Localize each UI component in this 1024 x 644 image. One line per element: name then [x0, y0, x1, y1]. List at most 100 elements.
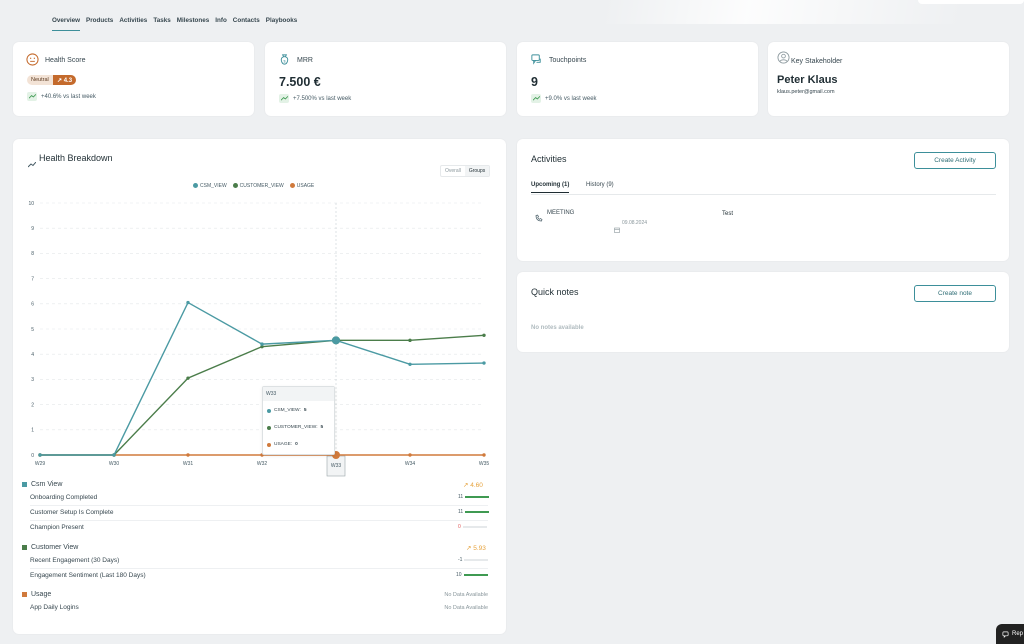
tooltip-label: CUSTOMER_VIEW:: [274, 425, 318, 430]
touchpoints-trend-text: +9.0% vs last week: [545, 95, 597, 102]
header-search-box[interactable]: [918, 0, 1024, 4]
y-tick-label: 4: [31, 352, 34, 358]
criterion-value: 0: [458, 524, 461, 530]
trend-up-icon: [531, 94, 541, 103]
stakeholder-name[interactable]: Peter Klaus: [777, 74, 838, 86]
tooltip-row: CUSTOMER_VIEW: 5: [267, 425, 323, 430]
phone-icon: [535, 209, 543, 227]
criterion-bar: 0: [458, 524, 487, 530]
criterion-label: Champion Present: [30, 524, 84, 531]
criterion-value: No Data Available: [444, 605, 488, 611]
tab-overview[interactable]: Overview: [52, 17, 81, 31]
x-tick-label: W29: [35, 461, 46, 467]
notes-empty-text: No notes available: [531, 325, 584, 331]
tooltip-row: CSM_VIEW: 5: [267, 408, 307, 413]
tab-milestones[interactable]: Milestones: [176, 17, 210, 24]
mrr-value: 7.500 €: [279, 75, 321, 89]
bar-track: [464, 559, 489, 561]
data-point: [38, 453, 42, 457]
divider: [30, 568, 488, 569]
smiley-icon: [26, 53, 39, 66]
toggle-overall[interactable]: Overall: [445, 168, 461, 174]
chart-tooltip: W33 CSM_VIEW: 5 CUSTOMER_VIEW: 5 USAGE: 0: [262, 386, 335, 455]
mrr-trend-row: +7.500% vs last week: [279, 94, 351, 103]
report-chip[interactable]: Rep: [996, 624, 1024, 644]
tab-activities[interactable]: Activities: [119, 17, 148, 24]
nav-tabs: Overview Products Activities Tasks Miles…: [52, 17, 303, 31]
group-score: ↗ 5.93: [466, 545, 486, 552]
quick-notes-card: [517, 272, 1009, 352]
data-point: [186, 300, 190, 305]
report-chip-label: Rep: [1012, 631, 1024, 637]
group-color: [22, 482, 27, 487]
health-status-badge: Neutral: [27, 75, 53, 85]
legend-label: USAGE: [296, 183, 315, 189]
data-point: [260, 342, 264, 346]
bar-track: [465, 511, 490, 513]
key-stakeholder-card: Key Stakeholder Peter Klaus klaus.peter@…: [768, 42, 1009, 116]
activity-date: 09.08.2024: [622, 220, 648, 226]
stakeholder-title: Key Stakeholder: [791, 58, 843, 65]
calendar-icon: [614, 220, 620, 238]
x-tick-label: W30: [109, 461, 120, 467]
group-name: Csm View: [31, 481, 63, 488]
legend-item-customer[interactable]: CUSTOMER_VIEW: [232, 183, 284, 189]
y-tick-label: 7: [31, 276, 34, 282]
group-header-usage[interactable]: Usage: [22, 591, 51, 598]
stakeholder-email[interactable]: klaus.peter@gmail.com: [777, 89, 835, 95]
toggle-groups[interactable]: Groups: [464, 166, 490, 176]
tab-tasks[interactable]: Tasks: [153, 17, 171, 24]
quick-notes-title: Quick notes: [531, 287, 579, 297]
y-tick-label: 9: [31, 226, 34, 232]
bar-fill: [465, 496, 490, 498]
health-score-title: Health Score: [45, 57, 86, 64]
tab-info[interactable]: Info: [215, 17, 227, 24]
y-tick-label: 3: [31, 377, 34, 383]
tab-contacts[interactable]: Contacts: [232, 17, 260, 24]
tooltip-week: W33: [263, 387, 334, 401]
view-toggle: Overall Groups: [440, 165, 491, 177]
group-score: No Data Available: [444, 592, 488, 598]
tooltip-dot: [267, 425, 271, 430]
bar-track: [462, 526, 487, 528]
data-point: [408, 453, 412, 457]
bar-track: [465, 496, 490, 498]
create-activity-button[interactable]: Create Activity: [914, 152, 996, 169]
health-trend-text: +40.6% vs last week: [41, 93, 96, 100]
criterion-bar: -1: [458, 557, 489, 563]
bar-fill: [463, 574, 488, 576]
x-tick-label: W35: [479, 461, 490, 467]
group-name: Usage: [31, 591, 52, 598]
group-header-csm[interactable]: Csm View: [22, 481, 62, 488]
tab-history[interactable]: History (9): [586, 182, 614, 188]
y-tick-label: 5: [31, 327, 34, 333]
trend-up-icon: [279, 94, 289, 103]
legend-dot: [289, 183, 295, 189]
x-tick-label: W33: [331, 463, 342, 469]
activities-title: Activities: [531, 154, 567, 164]
tab-upcoming[interactable]: Upcoming (1): [531, 182, 570, 193]
create-note-button[interactable]: Create note: [914, 285, 996, 302]
touchpoints-trend-row: +9.0% vs last week: [531, 94, 597, 103]
legend-item-usage[interactable]: USAGE: [289, 183, 315, 189]
activity-title[interactable]: Test: [722, 211, 734, 217]
criterion-bar: 11: [458, 509, 490, 515]
tooltip-dot: [267, 442, 271, 447]
group-header-customer[interactable]: Customer View: [22, 544, 78, 551]
tab-playbooks[interactable]: Playbooks: [265, 17, 298, 24]
x-tick-label: W32: [257, 461, 268, 467]
group-score: ↗ 4.60: [463, 482, 483, 489]
health-line-chart[interactable]: 0 1 2 3 4 5 6 7 8 9 10 W29 W30 W31 W32 W33 W34 W35: [0, 0, 1024, 480]
chat-icon: [530, 53, 543, 66]
criterion-label: Recent Engagement (30 Days): [30, 557, 120, 564]
data-point: [112, 453, 116, 457]
legend-label: CUSTOMER_VIEW: [239, 183, 284, 189]
y-tick-label: 0: [31, 453, 34, 459]
x-tick-label: W31: [183, 461, 194, 467]
legend-item-csm[interactable]: CSM_VIEW: [193, 183, 227, 189]
tab-products[interactable]: Products: [86, 17, 114, 24]
legend-dot: [193, 183, 198, 189]
chart-legend: CSM_VIEW CUSTOMER_VIEW USAGE: [193, 183, 314, 189]
tooltip-row: USAGE: 0: [267, 442, 298, 447]
data-point: [482, 333, 486, 337]
